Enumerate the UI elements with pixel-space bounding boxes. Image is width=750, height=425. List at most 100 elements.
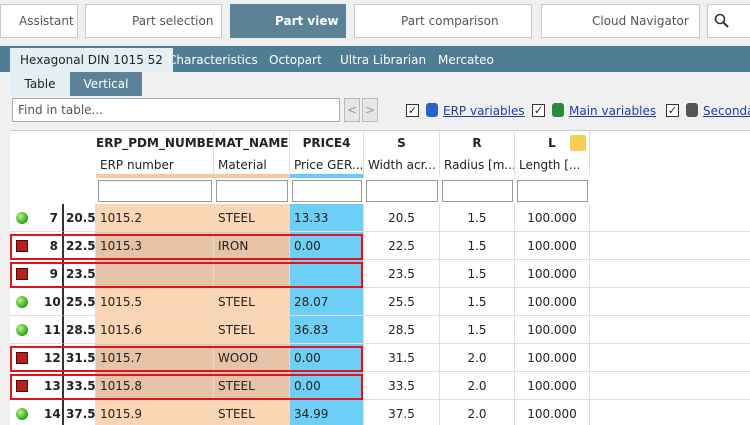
column-description: Width acr... bbox=[364, 156, 440, 178]
subtab[interactable]: Mercateo bbox=[438, 53, 494, 67]
checkbox[interactable]: ✓ bbox=[666, 104, 679, 117]
table-cell: WOOD bbox=[214, 344, 290, 372]
table-cell: 1015.2 bbox=[96, 204, 214, 232]
column-header[interactable]: S bbox=[364, 130, 440, 156]
column-header[interactable]: L bbox=[515, 130, 590, 156]
table-cell: STEEL bbox=[214, 372, 290, 400]
row-key: 28.5 bbox=[64, 316, 96, 344]
table-cell: 1015.9 bbox=[96, 400, 214, 425]
status-icon bbox=[16, 212, 28, 224]
table-cell: 1.5 bbox=[440, 260, 515, 288]
column-header[interactable]: ERP_PDM_NUMBER bbox=[96, 130, 214, 156]
row-key: 20.5 bbox=[64, 204, 96, 232]
table-cell: 34.99 bbox=[290, 400, 364, 425]
column-description: Price GER... bbox=[290, 156, 364, 178]
table-cell: STEEL bbox=[214, 204, 290, 232]
subtab[interactable]: Hexagonal DIN 1015 52 bbox=[10, 48, 173, 72]
table-cell: 1015.3 bbox=[96, 232, 214, 260]
option-icon bbox=[686, 103, 698, 117]
table-cell: 100.000 bbox=[515, 204, 590, 232]
table-cell: 13.33 bbox=[290, 204, 364, 232]
table-cell: 100.000 bbox=[515, 316, 590, 344]
checkbox[interactable]: ✓ bbox=[406, 104, 419, 117]
error-highlight bbox=[10, 346, 363, 372]
table-cell: STEEL bbox=[214, 316, 290, 344]
filter-input[interactable] bbox=[216, 180, 288, 202]
table-cell: 37.5 bbox=[364, 400, 440, 425]
filter-input[interactable] bbox=[292, 180, 362, 202]
search-tab[interactable] bbox=[707, 4, 750, 38]
option-icon bbox=[426, 103, 438, 117]
column-description: Length [... bbox=[515, 156, 590, 178]
subtab[interactable]: Characteristics bbox=[168, 53, 258, 67]
table-cell: 28.5 bbox=[364, 316, 440, 344]
edit-icon bbox=[570, 135, 586, 151]
checkbox[interactable]: ✓ bbox=[532, 104, 545, 117]
subtab[interactable]: Octopart bbox=[269, 53, 322, 67]
prev-button[interactable]: < bbox=[344, 98, 360, 122]
table-cell: 2.0 bbox=[440, 344, 515, 372]
filter-input[interactable] bbox=[98, 180, 212, 202]
filter-input[interactable] bbox=[442, 180, 513, 202]
option-link[interactable]: ERP variables bbox=[443, 104, 525, 118]
table-cell: 1.5 bbox=[440, 232, 515, 260]
table-cell: 100.000 bbox=[515, 344, 590, 372]
table-cell: 100.000 bbox=[515, 372, 590, 400]
table-cell: 22.5 bbox=[364, 232, 440, 260]
table-cell: 33.5 bbox=[364, 372, 440, 400]
row-key: 37.5 bbox=[64, 400, 96, 425]
row-index: 10 bbox=[40, 288, 64, 316]
table-cell: 1015.8 bbox=[96, 372, 214, 400]
error-highlight bbox=[10, 374, 363, 400]
error-highlight bbox=[10, 262, 363, 288]
view-tab[interactable]: Vertical bbox=[70, 72, 142, 96]
row-index: 7 bbox=[40, 204, 64, 232]
tab[interactable]: Part comparison bbox=[354, 4, 532, 38]
table-cell: 1.5 bbox=[440, 316, 515, 344]
status-icon bbox=[16, 324, 28, 336]
status-icon bbox=[16, 268, 28, 280]
table-cell: 2.0 bbox=[440, 372, 515, 400]
table-cell: 31.5 bbox=[364, 344, 440, 372]
filter-input[interactable] bbox=[517, 180, 588, 202]
status-icon bbox=[16, 408, 28, 420]
search-input[interactable]: Find in table... bbox=[12, 98, 340, 122]
table-cell: 20.5 bbox=[364, 204, 440, 232]
table-cell: 0.00 bbox=[290, 232, 364, 260]
table-cell: 100.000 bbox=[515, 400, 590, 425]
column-description: ERP number bbox=[96, 156, 214, 178]
filter-input[interactable] bbox=[366, 180, 438, 202]
table-cell: 28.07 bbox=[290, 288, 364, 316]
table-cell bbox=[214, 260, 290, 288]
option-icon bbox=[552, 103, 564, 117]
table-cell: STEEL bbox=[214, 400, 290, 425]
table-cell: 23.5 bbox=[364, 260, 440, 288]
table-cell: 100.000 bbox=[515, 232, 590, 260]
row-index: 11 bbox=[40, 316, 64, 344]
option-link[interactable]: Seconda bbox=[703, 104, 750, 118]
table-cell: 100.000 bbox=[515, 288, 590, 316]
tab[interactable]: Part view bbox=[230, 4, 346, 38]
tab[interactable]: Assistant bbox=[0, 4, 78, 38]
option-link[interactable]: Main variables bbox=[569, 104, 657, 118]
table-cell: 100.000 bbox=[515, 260, 590, 288]
next-button[interactable]: > bbox=[362, 98, 378, 122]
column-header[interactable]: MAT_NAME bbox=[214, 130, 290, 156]
column-header[interactable]: PRICE4 bbox=[290, 130, 364, 156]
column-description: Radius [m... bbox=[440, 156, 515, 178]
tab[interactable]: Part selection bbox=[85, 4, 222, 38]
row-index: 14 bbox=[40, 400, 64, 425]
table-cell: 1.5 bbox=[440, 204, 515, 232]
table-cell: 0.00 bbox=[290, 344, 364, 372]
tab[interactable]: Cloud Navigator bbox=[541, 4, 700, 38]
subtab[interactable]: Ultra Librarian bbox=[340, 53, 427, 67]
status-icon bbox=[16, 380, 28, 392]
table-cell: 1015.5 bbox=[96, 288, 214, 316]
column-header[interactable]: R bbox=[440, 130, 515, 156]
table-cell: 0.00 bbox=[290, 372, 364, 400]
table-cell: 1015.6 bbox=[96, 316, 214, 344]
status-icon bbox=[16, 352, 28, 364]
view-tab[interactable]: Table bbox=[10, 72, 70, 96]
column-description: Material bbox=[214, 156, 290, 178]
table-cell: 36.83 bbox=[290, 316, 364, 344]
